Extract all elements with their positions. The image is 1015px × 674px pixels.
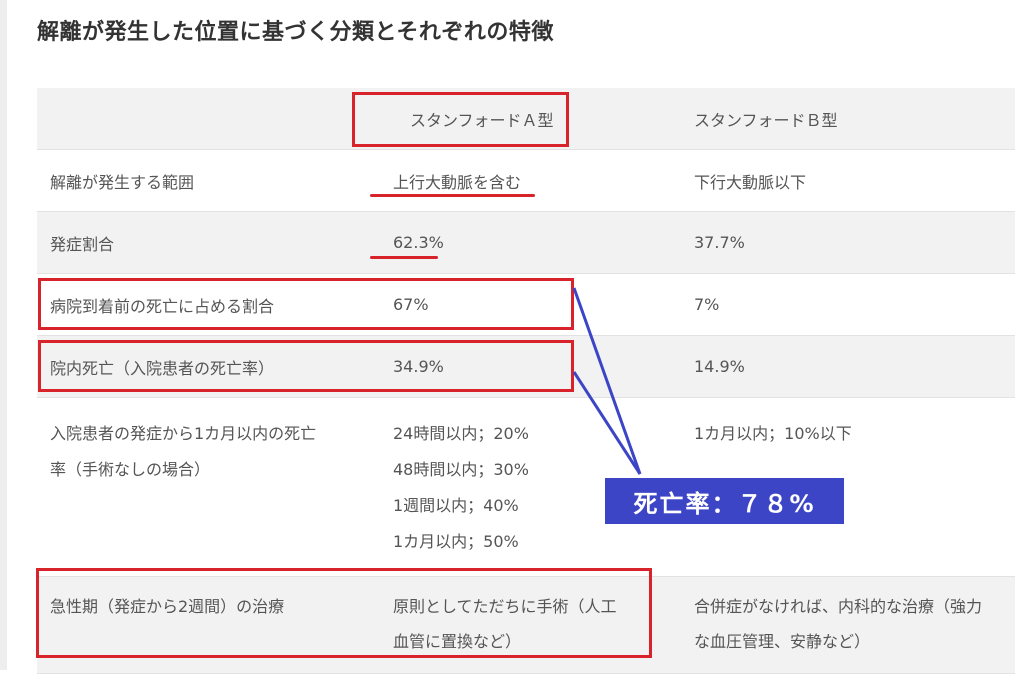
row-label: 院内死亡（入院患者の死亡率） — [37, 335, 380, 398]
row-label-line: 率（手術なしの場合） — [50, 460, 211, 479]
row-value-line: 24時間以内；20% — [393, 424, 529, 443]
table-row: 院内死亡（入院患者の死亡率） 34.9% 14.9% — [37, 335, 1015, 398]
row-value-line: 1週間以内；40% — [393, 496, 519, 515]
table-header-row: スタンフォードＡ型 スタンフォードＢ型 — [37, 88, 1015, 150]
highlight-box-inhospital-death — [38, 340, 574, 392]
row-label: 解離が発生する範囲 — [37, 149, 380, 212]
row-value-line: 48時間以内；30% — [393, 460, 529, 479]
row-value-line: 血管に置換など） — [393, 632, 522, 651]
header-stanford-a: スタンフォードＡ型 — [380, 88, 681, 150]
row-value-a: 上行大動脈を含む — [380, 149, 681, 212]
row-label: 病院到着前の死亡に占める割合 — [37, 273, 380, 336]
row-value-b: 14.9% — [681, 335, 1015, 398]
mortality-callout: 死亡率：７８% — [605, 478, 844, 524]
row-value-b: 下行大動脈以下 — [681, 149, 1015, 212]
highlight-box-prehospital-death — [38, 278, 574, 330]
table-row: 発症割合 62.3% 37.7% — [37, 211, 1015, 274]
underline-incidence-rate — [370, 256, 438, 259]
row-value-line: 原則としてただちに手術（人工 — [393, 597, 617, 616]
page-left-border — [0, 0, 7, 670]
header-blank-cell — [37, 88, 380, 150]
highlight-box-stanford-a — [352, 92, 569, 147]
row-value-line: 1カ月以内；10%以下 — [694, 424, 852, 443]
header-stanford-a-label: スタンフォードＡ型 — [410, 110, 554, 130]
row-value-b: 37.7% — [681, 211, 1015, 274]
table-row: 解離が発生する範囲 上行大動脈を含む 下行大動脈以下 — [37, 149, 1015, 212]
highlight-box-acute-treatment — [36, 568, 652, 658]
row-value-b: 合併症がなければ、内科的な治療（強力 な血圧管理、安静など） — [681, 576, 1015, 674]
table-row: 急性期（発症から2週間）の治療 原則としてただちに手術（人工 血管に置換など） … — [37, 576, 1015, 674]
table-row: 病院到着前の死亡に占める割合 67% 7% — [37, 273, 1015, 336]
classification-table: スタンフォードＡ型 スタンフォードＢ型 解離が発生する範囲 上行大動脈を含む 下… — [37, 88, 1015, 674]
row-label: 発症割合 — [37, 211, 380, 274]
page-title: 解離が発生した位置に基づく分類とそれぞれの特徴 — [37, 20, 554, 45]
row-value-a: 62.3% — [380, 211, 681, 274]
row-value-b: 7% — [681, 273, 1015, 336]
row-label-line: 入院患者の発症から1カ月以内の死亡 — [50, 424, 317, 443]
row-label-line: 急性期（発症から2週間）の治療 — [50, 597, 285, 616]
table-row: 入院患者の発症から1カ月以内の死亡 率（手術なしの場合） 24時間以内；20% … — [37, 397, 1015, 577]
row-label: 入院患者の発症から1カ月以内の死亡 率（手術なしの場合） — [37, 397, 380, 577]
row-value-line: な血圧管理、安静など） — [694, 632, 871, 651]
row-value-line: 合併症がなければ、内科的な治療（強力 — [694, 597, 983, 616]
row-value-line: 1カ月以内；50% — [393, 532, 519, 551]
underline-ascending-aorta — [370, 194, 535, 197]
header-stanford-b: スタンフォードＢ型 — [681, 88, 1015, 150]
